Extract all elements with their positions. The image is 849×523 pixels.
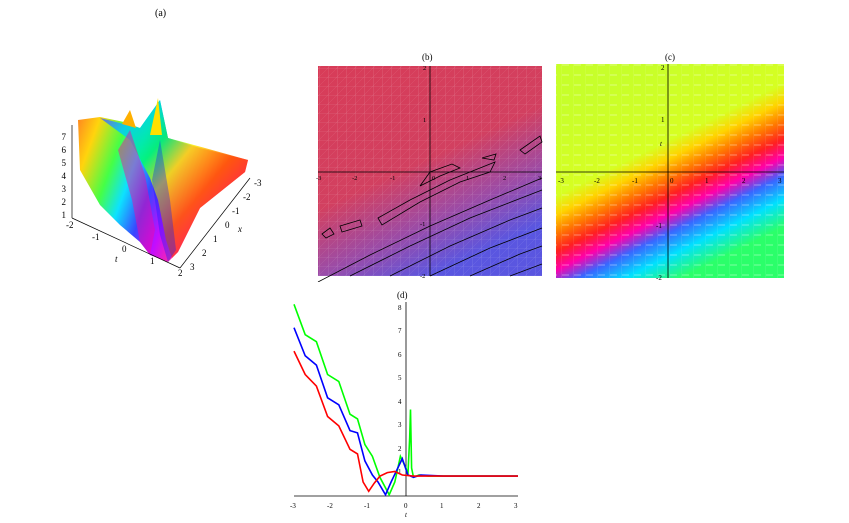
panel-b-y-ticks: 2 1 -1 -2 (420, 65, 426, 280)
panel-d: (d) 1 2 3 4 5 6 7 8 -3 -2 -1 0 1 2 3 t (270, 288, 530, 520)
b-x-tick-0: 0 (432, 175, 435, 182)
z-tick-6: 6 (62, 145, 67, 155)
d-x-tick-0: 0 (404, 502, 408, 510)
b-y-tick-1: 1 (423, 117, 426, 124)
b-y-tick-m2: -2 (420, 273, 425, 280)
panel-a-surface: 1 2 3 4 5 6 7 -2 -1 0 1 2 t 3 2 1 0 -1 -… (62, 98, 262, 278)
c-x-tick-2: 2 (742, 177, 746, 185)
t-tick-1: 1 (150, 256, 155, 266)
z-tick-1: 1 (62, 210, 67, 220)
z-tick-4: 4 (62, 171, 67, 181)
c-x-tick-0: 0 (670, 177, 674, 185)
d-y-tick-3: 3 (398, 421, 402, 429)
b-x-tick-m1: -1 (390, 175, 395, 182)
c-y-tick-2: 2 (661, 64, 665, 72)
d-y-tick-7: 7 (398, 327, 402, 335)
t-tick-2: 2 (178, 268, 183, 278)
panel-a-x-ticks: 3 2 1 0 -1 -2 -3 x (190, 178, 262, 272)
x-tick-3: 3 (190, 262, 195, 272)
d-y-tick-2: 2 (398, 445, 402, 453)
z-tick-3: 3 (62, 184, 67, 194)
b-x-tick-2: 2 (503, 175, 506, 182)
d-x-tick-1: 1 (440, 502, 444, 510)
d-x-tick-m1: -1 (364, 502, 370, 510)
b-x-tick-m2: -2 (352, 175, 357, 182)
z-tick-2: 2 (62, 197, 67, 207)
panel-c-t-label: t (660, 140, 663, 148)
panel-b: (b) (310, 50, 550, 282)
c-y-tick-m2: -2 (656, 274, 662, 282)
t-tick-0: 0 (122, 244, 127, 254)
z-tick-5: 5 (62, 158, 67, 168)
b-x-tick-1: 1 (466, 175, 469, 182)
panel-d-y-ticks: 1 2 3 4 5 6 7 8 (398, 304, 402, 476)
c-y-tick-1: 1 (661, 116, 665, 124)
c-x-tick-3: 3 (778, 177, 782, 185)
d-series-line-2 (293, 350, 518, 493)
c-x-tick-m3: -3 (558, 177, 564, 185)
panel-c-density: -3 -2 -1 0 1 2 3 2 1 -1 -2 t (556, 64, 784, 282)
panel-b-x-ticks: -3 -2 -1 0 1 2 3 (316, 175, 541, 182)
panel-d-line-chart: 1 2 3 4 5 6 7 8 -3 -2 -1 0 1 2 3 t (290, 302, 518, 519)
d-x-tick-m3: -3 (290, 502, 296, 510)
d-x-label: t (405, 511, 408, 519)
x-tick-m2: -2 (243, 192, 251, 202)
t-tick-m1: -1 (92, 232, 100, 242)
b-y-tick-m1: -1 (420, 221, 425, 228)
d-x-tick-2: 2 (477, 502, 481, 510)
panel-c: (c) -3 -2 -1 (550, 50, 790, 282)
panel-a-x-label: x (237, 224, 242, 234)
c-y-tick-m1: -1 (656, 222, 662, 230)
d-y-tick-1: 1 (398, 468, 402, 476)
d-y-tick-8: 8 (398, 304, 402, 312)
panel-b-label: (b) (422, 52, 433, 62)
d-y-tick-5: 5 (398, 374, 402, 382)
b-x-tick-3: 3 (538, 175, 541, 182)
d-x-tick-m2: -2 (327, 502, 333, 510)
panel-c-y-ticks: 2 1 -1 -2 t (656, 64, 665, 282)
x-tick-1: 1 (213, 234, 218, 244)
x-tick-m3: -3 (254, 178, 262, 188)
panel-d-x-ticks: -3 -2 -1 0 1 2 3 t (290, 502, 518, 519)
d-y-tick-4: 4 (398, 398, 402, 406)
panel-a-t-ticks: -2 -1 0 1 2 t (66, 220, 183, 278)
c-x-tick-m1: -1 (632, 177, 638, 185)
panel-a: (a) (0, 0, 290, 290)
d-x-tick-3: 3 (514, 502, 518, 510)
panel-c-x-ticks: -3 -2 -1 0 1 2 3 (558, 177, 782, 185)
b-y-tick-2: 2 (423, 65, 426, 72)
d-series-line-1 (293, 327, 518, 497)
panel-b-contour: -3 -2 -1 0 1 2 3 2 1 -1 -2 (316, 65, 543, 282)
x-tick-0: 0 (225, 220, 230, 230)
x-tick-m1: -1 (232, 206, 240, 216)
c-x-tick-m2: -2 (594, 177, 600, 185)
x-tick-2: 2 (202, 248, 207, 258)
panel-a-z-ticks: 1 2 3 4 5 6 7 (62, 132, 67, 220)
d-y-tick-6: 6 (398, 351, 402, 359)
panel-c-label: (c) (665, 52, 675, 62)
b-x-tick-m3: -3 (316, 175, 321, 182)
panel-a-t-label: t (115, 254, 118, 264)
panel-d-label: (d) (397, 290, 408, 300)
panel-a-label: (a) (155, 8, 167, 19)
c-x-tick-1: 1 (705, 177, 709, 185)
z-tick-7: 7 (62, 132, 67, 142)
t-tick-m2: -2 (66, 220, 74, 230)
